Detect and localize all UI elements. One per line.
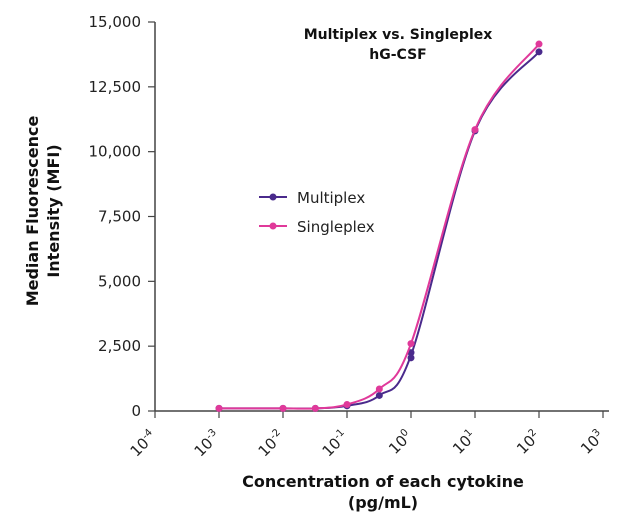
legend: Multiplex Singleplex xyxy=(259,189,375,236)
legend-marker-singleplex xyxy=(269,222,277,230)
data-point-singleplex xyxy=(215,404,223,412)
data-point-singleplex xyxy=(375,385,383,393)
x-tick-label: 100 xyxy=(385,427,416,458)
data-point-singleplex xyxy=(407,340,415,348)
x-axis-title-line-2: (pg/mL) xyxy=(348,493,418,512)
data-point-multiplex xyxy=(407,354,415,362)
y-axis: 0 2,500 5,000 7,500 10,000 12,500 15,000 xyxy=(89,13,156,420)
series-layer xyxy=(215,40,543,412)
legend-label-singleplex: Singleplex xyxy=(297,218,375,236)
x-axis: 10-4 10-3 10-2 10-1 100 101 102 103 xyxy=(127,410,609,460)
data-point-singleplex xyxy=(535,40,543,48)
data-point-multiplex xyxy=(375,391,383,399)
data-point-singleplex xyxy=(471,126,479,134)
x-tick-label: 101 xyxy=(449,427,480,458)
y-axis-title-line-1: Median Fluorescence xyxy=(23,116,42,307)
legend-label-multiplex: Multiplex xyxy=(297,189,365,207)
y-axis-title-line-2: Intensity (MFI) xyxy=(44,144,63,277)
chart-subtitle: hG-CSF xyxy=(369,47,426,63)
series-singleplex xyxy=(215,40,543,412)
x-tick-label: 10-2 xyxy=(255,427,288,460)
x-tick-label: 10-1 xyxy=(319,427,352,460)
y-tick-label: 15,000 xyxy=(89,13,142,31)
series-line-multiplex xyxy=(219,51,540,410)
y-tick-label: 12,500 xyxy=(89,78,142,96)
data-point-singleplex xyxy=(279,404,287,412)
x-tick-label: 10-3 xyxy=(191,427,224,460)
data-point-multiplex xyxy=(535,48,543,56)
series-multiplex xyxy=(215,48,543,412)
x-tick-label: 102 xyxy=(513,427,544,458)
x-tick-label: 10-4 xyxy=(127,427,160,460)
legend-marker-multiplex xyxy=(269,193,277,201)
chart-title: Multiplex vs. Singleplex xyxy=(304,27,493,43)
y-tick-label: 2,500 xyxy=(98,337,141,355)
x-tick-label: 103 xyxy=(577,427,608,458)
y-tick-label: 7,500 xyxy=(98,208,141,226)
y-tick-label: 10,000 xyxy=(89,143,142,161)
y-tick-label: 5,000 xyxy=(98,272,141,290)
data-point-singleplex xyxy=(343,401,351,409)
data-point-singleplex xyxy=(311,404,319,412)
x-axis-title-line-1: Concentration of each cytokine xyxy=(242,472,524,491)
y-tick-label: 0 xyxy=(131,402,141,420)
